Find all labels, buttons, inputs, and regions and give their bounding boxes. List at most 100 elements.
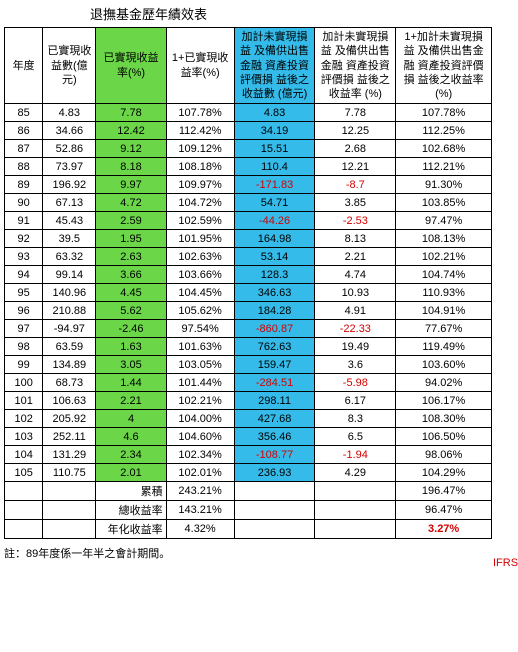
cell-realized-rate: 1.95 [96,230,166,248]
cell-unrealized-rate: -1.94 [315,446,396,464]
cell-unrealized-rate: 2.21 [315,248,396,266]
cell-unrealized-amt: -284.51 [234,374,315,392]
cell-realized-rate: 9.97 [96,176,166,194]
summary-row: 年化收益率4.32%3.27% [5,520,492,539]
cell-unrealized-amt: 346.63 [234,284,315,302]
summary-row: 累積243.21%196.47% [5,482,492,501]
cell-opu: 98.06% [396,446,492,464]
cell-unrealized-rate: 7.78 [315,104,396,122]
cell-opr: 103.66% [166,266,234,284]
table-row: 95140.964.45104.45%346.6310.93110.93% [5,284,492,302]
cell-unrealized-rate: 6.5 [315,428,396,446]
cell-opr: 102.34% [166,446,234,464]
cell-realized-amt: 63.59 [43,338,96,356]
cell-realized-rate: 1.44 [96,374,166,392]
cell-opu: 106.50% [396,428,492,446]
hdr-unrealized-rate: 加計未實現損益 及備供出售金融 資產投資評價損 益後之收益率 (%) [315,28,396,104]
cell-unrealized-amt: 34.19 [234,122,315,140]
cell-unrealized-amt: 762.63 [234,338,315,356]
cell-opu: 112.21% [396,158,492,176]
cell-realized-amt: 68.73 [43,374,96,392]
cell-unrealized-rate: -5.98 [315,374,396,392]
cell-unrealized-amt: -108.77 [234,446,315,464]
table-row: 9863.591.63101.63%762.6319.49119.49% [5,338,492,356]
hdr-realized-amt: 已實現收益數(億元) [43,28,96,104]
cell-realized-rate: 2.21 [96,392,166,410]
cell-opu: 108.30% [396,410,492,428]
cell-opu: 103.60% [396,356,492,374]
cell-unrealized-amt: 128.3 [234,266,315,284]
table-row: 103252.114.6104.60%356.466.5106.50% [5,428,492,446]
cell-realized-amt: -94.97 [43,320,96,338]
cell-unrealized-rate: 2.68 [315,140,396,158]
header-row: 年度 已實現收益數(億元) 已實現收益率(%) 1+已實現收益率(%) 加計未實… [5,28,492,104]
cell-realized-rate: 2.63 [96,248,166,266]
cell [43,520,96,539]
cell-year: 103 [5,428,43,446]
cell-opu: 103.85% [396,194,492,212]
summary-opr: 243.21% [166,482,234,501]
cell-unrealized-amt: 427.68 [234,410,315,428]
cell-realized-rate: 4.45 [96,284,166,302]
cell-unrealized-amt: 15.51 [234,140,315,158]
cell-realized-amt: 134.89 [43,356,96,374]
cell-realized-amt: 52.86 [43,140,96,158]
cell-realized-rate: 12.42 [96,122,166,140]
cell-year: 105 [5,464,43,482]
cell-opr: 101.95% [166,230,234,248]
cell-unrealized-amt: 54.71 [234,194,315,212]
table-row: 104131.292.34102.34%-108.77-1.9498.06% [5,446,492,464]
cell-realized-amt: 106.63 [43,392,96,410]
cell-year: 99 [5,356,43,374]
cell-realized-rate: 3.66 [96,266,166,284]
cell-opu: 104.91% [396,302,492,320]
cell-unrealized-amt: 236.93 [234,464,315,482]
cell-unrealized-rate: 4.29 [315,464,396,482]
cell-realized-amt: 210.88 [43,302,96,320]
cell-year: 95 [5,284,43,302]
hdr-realized-rate: 已實現收益率(%) [96,28,166,104]
cell-unrealized-rate: 3.6 [315,356,396,374]
cell [5,501,43,520]
cell-realized-amt: 63.32 [43,248,96,266]
cell [234,501,315,520]
cell-opr: 105.62% [166,302,234,320]
cell-realized-amt: 196.92 [43,176,96,194]
cell-year: 86 [5,122,43,140]
cell-unrealized-amt: 159.47 [234,356,315,374]
cell-opr: 97.54% [166,320,234,338]
table-row: 8752.869.12109.12%15.512.68102.68% [5,140,492,158]
table-row: 9145.432.59102.59%-44.26-2.5397.47% [5,212,492,230]
table-row: 96210.885.62105.62%184.284.91104.91% [5,302,492,320]
table-row: 8634.6612.42112.42%34.1912.25112.25% [5,122,492,140]
cell [234,520,315,539]
cell-year: 102 [5,410,43,428]
summary-row: 總收益率143.21%96.47% [5,501,492,520]
cell-unrealized-rate: 8.13 [315,230,396,248]
cell-year: 88 [5,158,43,176]
table-row: 105110.752.01102.01%236.934.29104.29% [5,464,492,482]
cell-unrealized-rate: -8.7 [315,176,396,194]
cell-realized-amt: 39.5 [43,230,96,248]
cell-realized-rate: 5.62 [96,302,166,320]
hdr-unrealized-amt: 加計未實現損益 及備供出售金融 資產投資評價損 益後之收益數 (億元) [234,28,315,104]
cell-opu: 110.93% [396,284,492,302]
summary-label: 累積 [96,482,166,501]
cell-year: 97 [5,320,43,338]
cell-realized-rate: -2.46 [96,320,166,338]
table-row: 97-94.97-2.4697.54%-860.87-22.3377.67% [5,320,492,338]
cell-opu: 102.21% [396,248,492,266]
cell [315,520,396,539]
cell-opr: 104.45% [166,284,234,302]
cell [234,482,315,501]
cell-opr: 102.21% [166,392,234,410]
cell-unrealized-rate: 4.74 [315,266,396,284]
table-row: 102205.924104.00%427.688.3108.30% [5,410,492,428]
cell-opr: 112.42% [166,122,234,140]
hdr-one-plus-unrealized: 1+加計未實現損益 及備供出售金融 資產投資評價損 益後之收益率 (%) [396,28,492,104]
summary-opr: 4.32% [166,520,234,539]
table-row: 99134.893.05103.05%159.473.6103.60% [5,356,492,374]
cell-realized-rate: 2.34 [96,446,166,464]
summary-opu: 96.47% [396,501,492,520]
cell-year: 91 [5,212,43,230]
